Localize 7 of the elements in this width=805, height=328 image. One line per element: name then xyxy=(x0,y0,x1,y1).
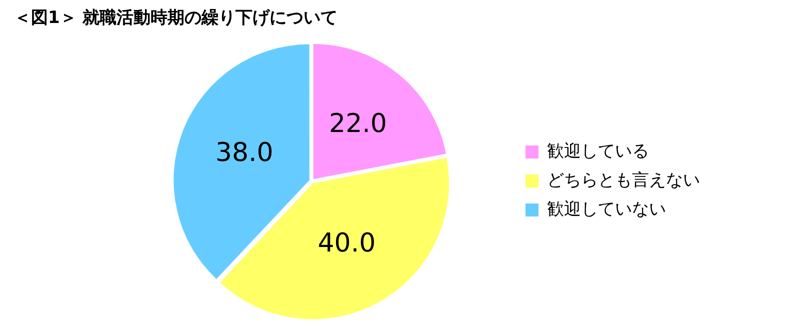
legend-label: 歓迎していない xyxy=(547,199,666,220)
chart-title: ＜図1＞ 就職活動時期の繰り下げについて xyxy=(14,7,338,29)
legend-label: どちらとも言えない xyxy=(547,170,700,190)
data-label: 22.0 xyxy=(329,108,387,139)
legend-label: 歓迎している xyxy=(547,141,649,162)
data-label: 40.0 xyxy=(318,228,376,258)
data-label: 38.0 xyxy=(215,138,274,168)
